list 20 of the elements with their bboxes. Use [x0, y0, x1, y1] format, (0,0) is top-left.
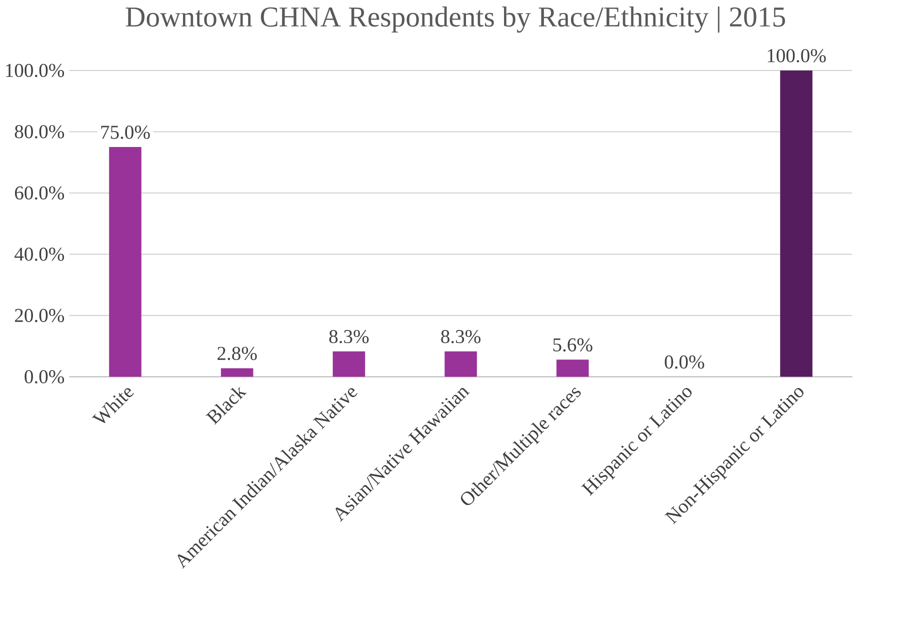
data-label: 2.8%	[218, 347, 257, 360]
bar	[556, 360, 589, 378]
data-label: 5.6%	[553, 338, 592, 352]
data-label: 8.3%	[329, 330, 369, 344]
bar	[444, 352, 477, 378]
y-tick-label: 20.0%	[15, 309, 64, 322]
y-tick-label: 0.0%	[24, 370, 64, 384]
data-label: 100.0%	[768, 49, 826, 63]
bar	[332, 352, 366, 378]
y-tick-label: 100.0%	[6, 64, 64, 78]
bar	[109, 147, 142, 378]
data-label: 75.0%	[101, 126, 150, 140]
y-tick-label: 40.0%	[14, 248, 64, 262]
chart-title: Downtown CHNA Respondents by Race/Ethnicity | 2015	[126, 6, 786, 33]
data-label: 0.0%	[664, 356, 704, 369]
y-tick-label: 80.0%	[14, 125, 64, 139]
data-label: 8.3%	[441, 330, 480, 344]
bar	[780, 70, 812, 378]
y-tick-label: 60.0%	[14, 186, 64, 200]
bar	[220, 368, 254, 378]
